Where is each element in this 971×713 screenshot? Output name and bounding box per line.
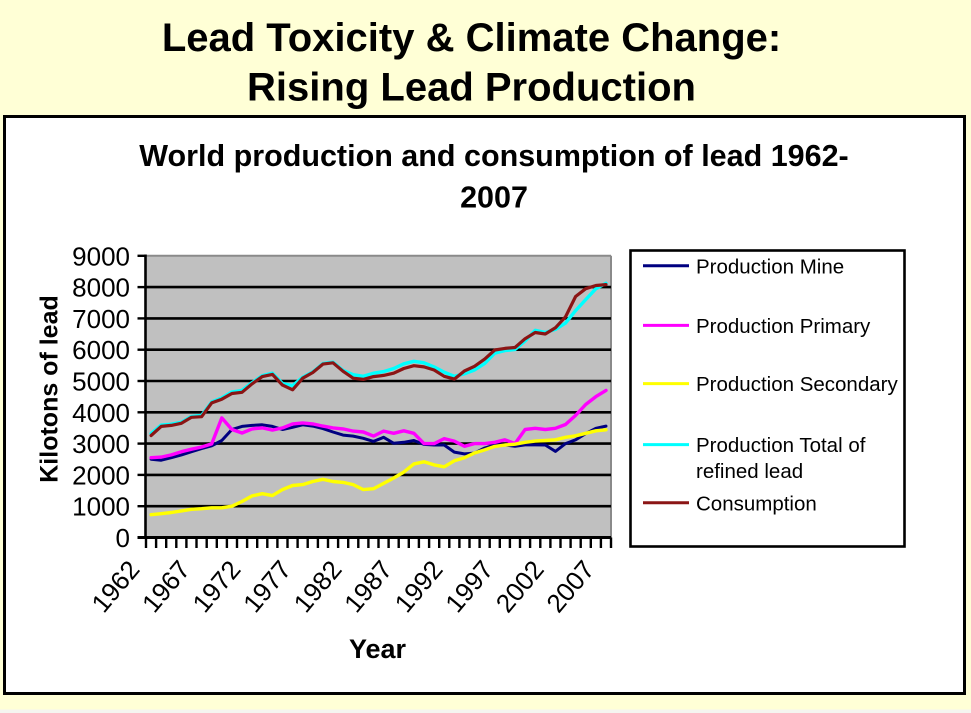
svg-text:Rising Lead Production: Rising Lead Production [247, 66, 696, 110]
svg-text:3000: 3000 [72, 429, 130, 459]
svg-text:8000: 8000 [72, 273, 130, 303]
svg-text:Lead Toxicity & Climate Change: Lead Toxicity & Climate Change: [162, 16, 781, 60]
svg-text:2007: 2007 [460, 181, 528, 215]
svg-text:9000: 9000 [72, 241, 130, 271]
svg-text:Kilotons of lead: Kilotons of lead [36, 295, 64, 483]
svg-text:refined lead: refined lead [696, 460, 803, 483]
svg-text:Production Mine: Production Mine [696, 255, 844, 278]
svg-text:Year: Year [349, 634, 407, 664]
svg-text:0: 0 [116, 523, 130, 553]
svg-text:4000: 4000 [72, 398, 130, 428]
svg-text:7000: 7000 [72, 304, 130, 334]
svg-text:6000: 6000 [72, 335, 130, 365]
svg-text:Production Total of: Production Total of [696, 434, 866, 457]
svg-text:World production and consumpti: World production and consumption of lead… [139, 139, 848, 173]
svg-text:5000: 5000 [72, 367, 130, 397]
svg-text:1000: 1000 [72, 492, 130, 522]
svg-text:2000: 2000 [72, 460, 130, 490]
svg-text:Production Primary: Production Primary [696, 315, 871, 338]
svg-text:Production Secondary: Production Secondary [696, 373, 898, 396]
svg-text:Consumption: Consumption [696, 492, 817, 515]
